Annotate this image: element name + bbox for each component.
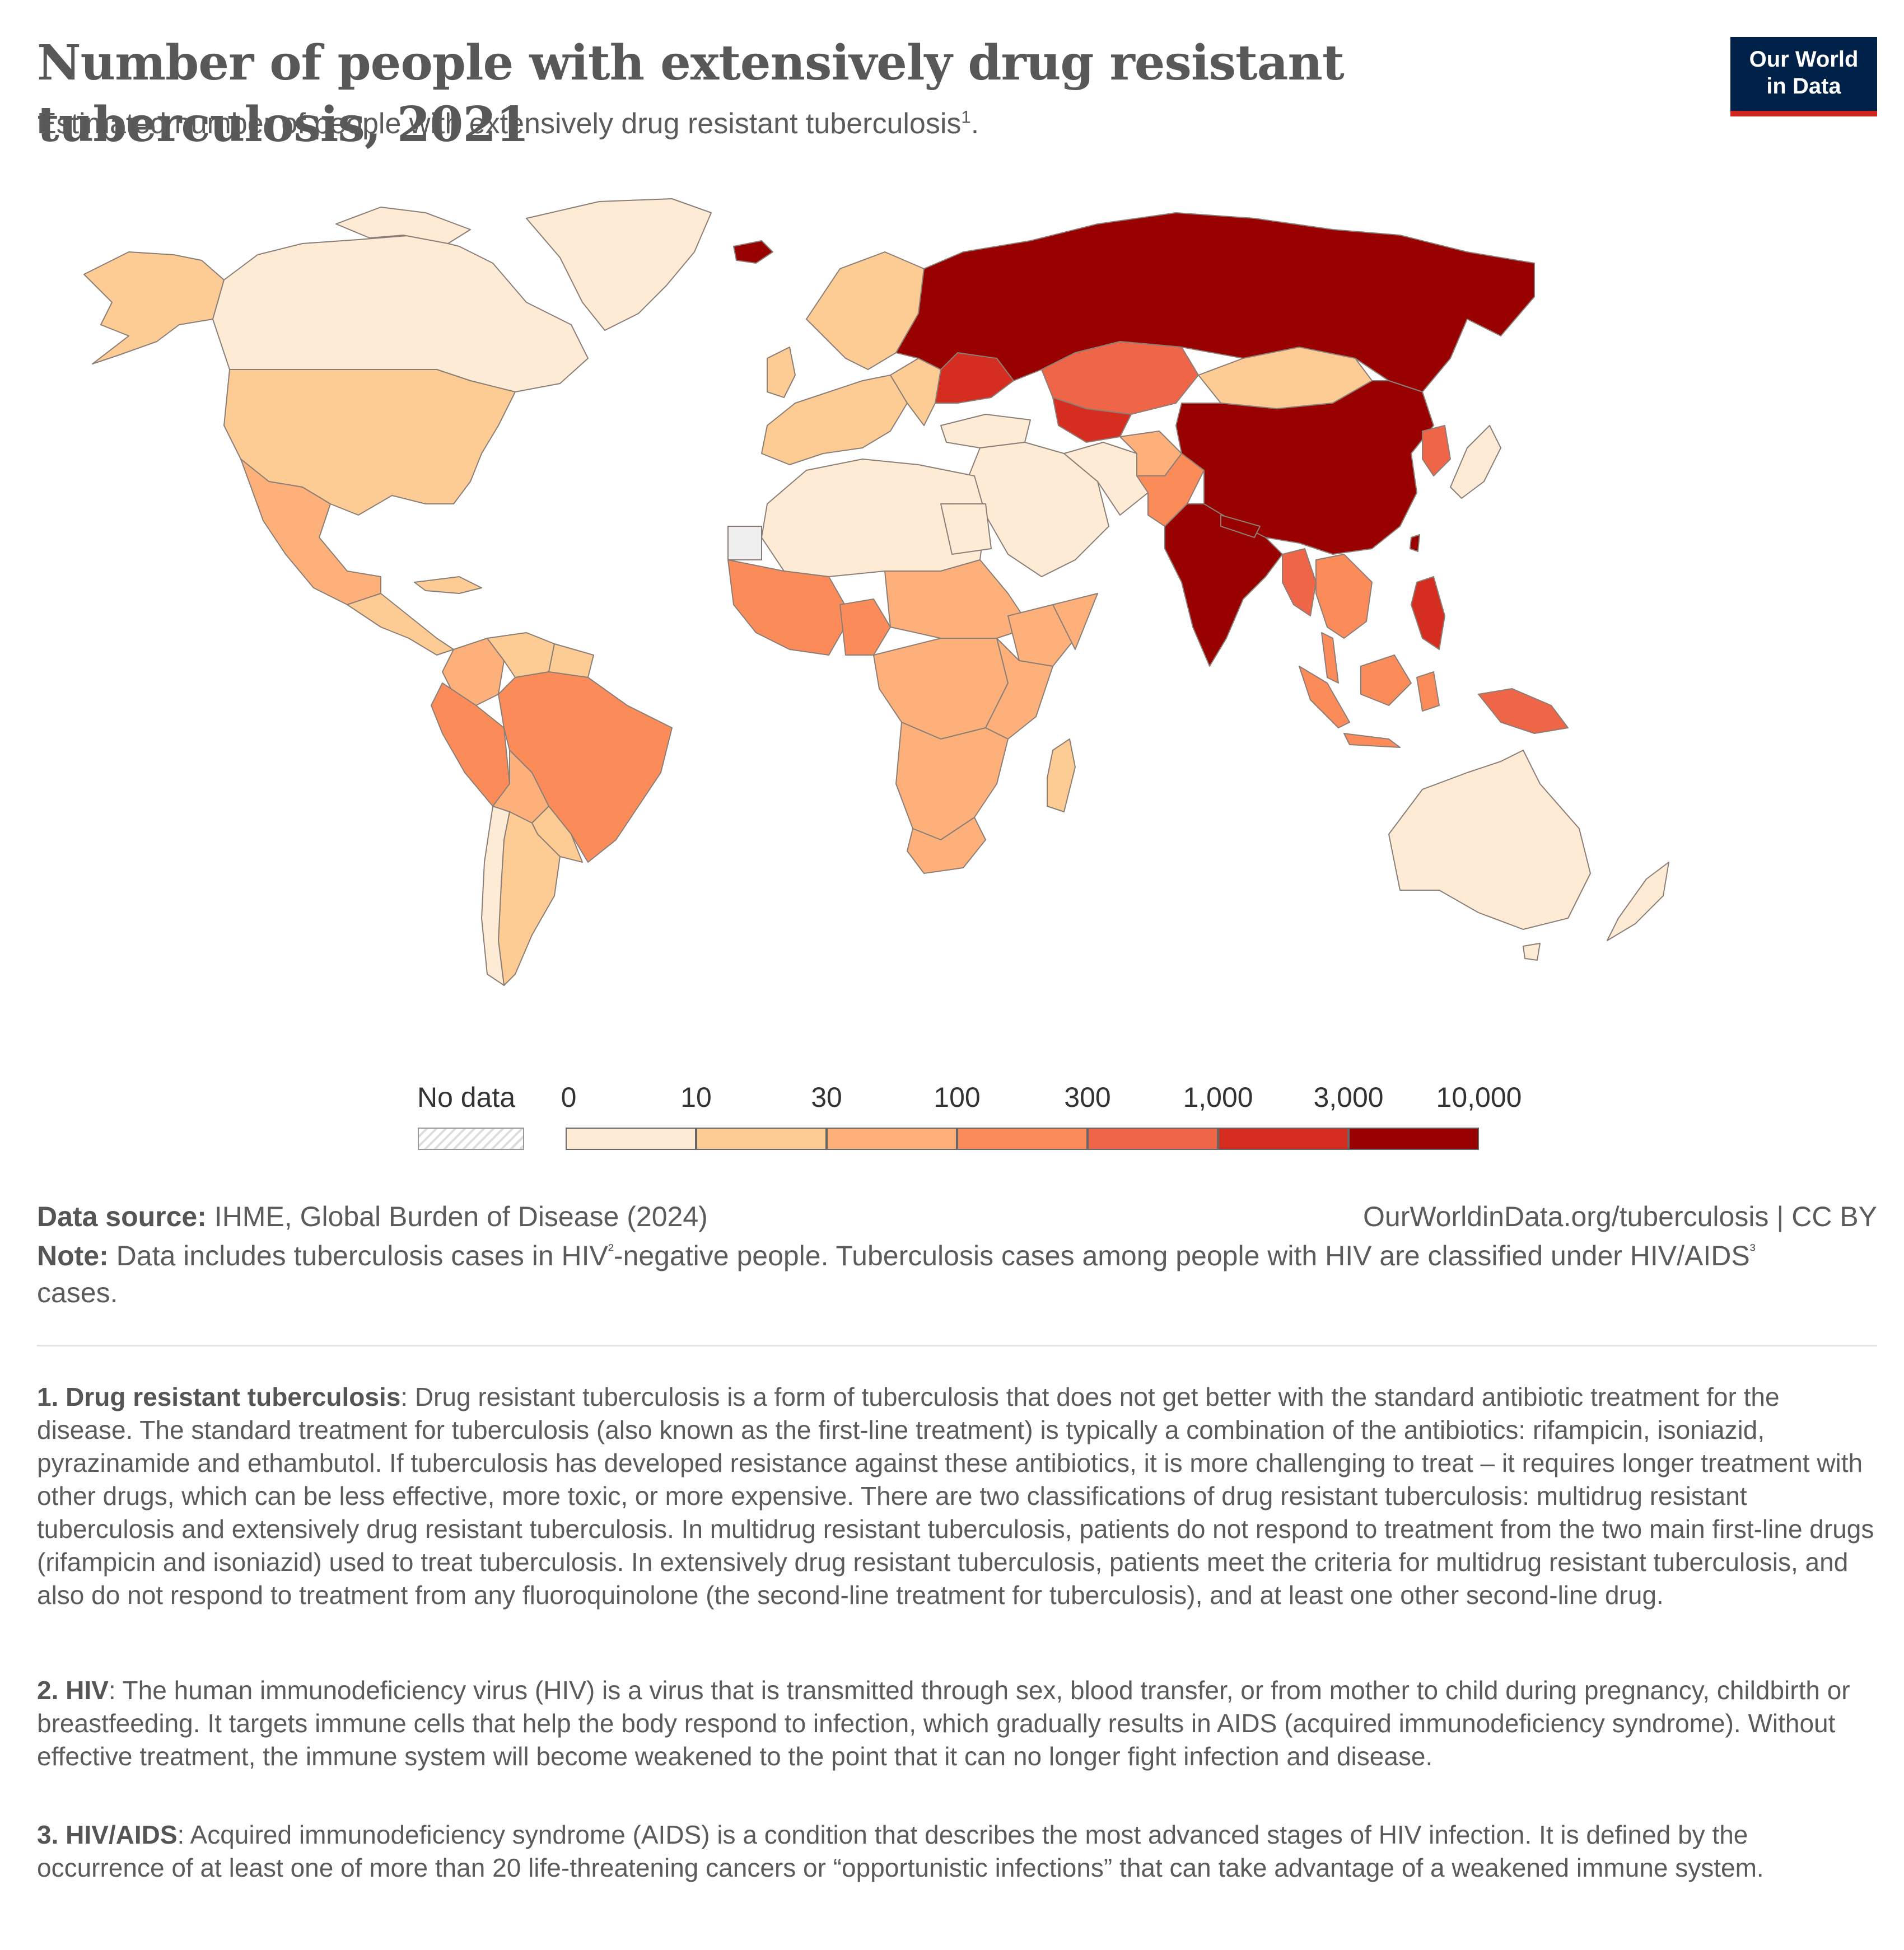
legend-bin-6[interactable] (1348, 1128, 1479, 1150)
region-south-africa[interactable] (907, 817, 986, 874)
footnote-2-text: : The human immunodeficiency virus (HIV)… (37, 1676, 1850, 1771)
owid-logo[interactable]: Our World in Data (1730, 37, 1877, 116)
note-footnote-ref-3[interactable]: ³ (1749, 1241, 1756, 1260)
region-egypt[interactable] (940, 503, 992, 555)
region-greenland[interactable] (526, 198, 712, 331)
region-alaska[interactable] (83, 251, 225, 364)
region-horn[interactable] (1052, 593, 1098, 650)
region-nigeria[interactable] (839, 598, 891, 656)
region-sumatra[interactable] (1299, 666, 1350, 728)
legend-no-data-label: No data (417, 1082, 516, 1113)
region-china[interactable] (1175, 380, 1434, 555)
data-source-text: IHME, Global Burden of Disease (2024) (214, 1201, 708, 1232)
subtitle-footnote-ref[interactable]: 1 (961, 107, 971, 127)
map-regions (83, 198, 1669, 986)
chart-note: Note: Data includes tuberculosis cases i… (37, 1237, 1801, 1311)
subtitle-text: Estimated number of people with extensiv… (37, 107, 962, 140)
footnote-1-label: 1. Drug resistant tuberculosis (37, 1382, 401, 1411)
note-text-3: cases. (37, 1277, 118, 1308)
region-papua[interactable] (1478, 688, 1569, 734)
region-madagascar[interactable] (1047, 738, 1076, 812)
footnote-1: 1. Drug resistant tuberculosis: Drug res… (37, 1381, 1879, 1612)
region-new-zealand[interactable] (1607, 862, 1669, 941)
region-philippines[interactable] (1411, 576, 1445, 650)
legend-bin-1[interactable] (696, 1128, 827, 1150)
legend-bin-5[interactable] (1218, 1128, 1348, 1150)
region-west-africa[interactable] (727, 559, 852, 656)
legend-tick-2: 30 (811, 1082, 842, 1113)
region-canada[interactable] (212, 235, 589, 392)
region-peru[interactable] (431, 682, 510, 807)
logo-line-2: in Data (1766, 74, 1841, 99)
region-java[interactable] (1343, 733, 1401, 748)
region-southern-africa[interactable] (895, 722, 1009, 840)
chart-subtitle: Estimated number of people with extensiv… (37, 104, 979, 143)
region-korea[interactable] (1422, 425, 1451, 476)
legend-tick-0: 0 (561, 1082, 577, 1113)
region-myanmar[interactable] (1282, 548, 1317, 616)
region-nepal[interactable] (1220, 515, 1261, 538)
legend-bin-4[interactable] (1088, 1128, 1218, 1150)
note-text-2: -negative people. Tuberculosis cases amo… (613, 1240, 1750, 1271)
region-tasmania[interactable] (1523, 943, 1541, 961)
region-western-europe[interactable] (761, 375, 908, 465)
footnote-2-label: 2. HIV (37, 1676, 109, 1705)
footnote-1-text: : Drug resistant tuberculosis is a form … (37, 1382, 1874, 1610)
region-east-africa[interactable] (985, 638, 1053, 740)
region-taiwan[interactable] (1410, 534, 1420, 552)
region-australia[interactable] (1388, 750, 1591, 930)
legend-tick-6: 3,000 (1313, 1082, 1384, 1113)
note-label: Note: (37, 1240, 109, 1271)
legend-bin-3[interactable] (957, 1128, 1088, 1150)
region-malay-peninsula[interactable] (1321, 632, 1339, 684)
legend-tick-4: 300 (1064, 1082, 1111, 1113)
legend-tick-5: 1,000 (1183, 1082, 1253, 1113)
region-sulawesi[interactable] (1416, 671, 1440, 712)
legend-bin-0[interactable] (566, 1128, 696, 1150)
source-url[interactable]: OurWorldinData.org/tuberculosis | CC BY (1363, 1201, 1877, 1232)
legend-bin-2[interactable] (827, 1128, 957, 1150)
region-indochina[interactable] (1315, 554, 1373, 639)
map-legend: No data 0 10 30 100 300 1,000 3,000 10,000 (0, 1081, 1904, 1159)
footnote-3-text: : Acquired immunodeficiency syndrome (AI… (37, 1820, 1764, 1882)
data-source-label: Data source: (37, 1201, 207, 1232)
footnote-2: 2. HIV: The human immunodeficiency virus… (37, 1674, 1879, 1773)
region-western-sahara[interactable] (727, 526, 762, 560)
region-ethiopia[interactable] (1007, 604, 1076, 667)
region-iceland[interactable] (733, 240, 773, 264)
data-source: Data source: IHME, Global Burden of Dise… (37, 1198, 708, 1235)
note-text-1: Data includes tuberculosis cases in HIV (116, 1240, 608, 1271)
logo-line-1: Our World (1749, 47, 1859, 72)
region-caribbean[interactable] (414, 576, 482, 594)
note-footnote-ref-2[interactable]: ² (608, 1241, 614, 1260)
region-sahel[interactable] (884, 559, 1031, 639)
region-japan[interactable] (1450, 425, 1501, 499)
legend-tick-1: 10 (680, 1082, 712, 1113)
legend-tick-3: 100 (934, 1082, 981, 1113)
region-mexico[interactable] (240, 459, 381, 605)
region-borneo[interactable] (1360, 654, 1412, 706)
world-map (83, 198, 1669, 986)
region-chile[interactable] (481, 806, 510, 986)
subtitle-end: . (970, 107, 979, 140)
region-uk-ireland[interactable] (767, 347, 796, 398)
footer-divider (37, 1345, 1877, 1346)
region-canada-islands[interactable] (335, 207, 471, 244)
legend-tick-7: 10,000 (1436, 1082, 1522, 1113)
region-central-america[interactable] (347, 593, 454, 656)
footnote-3: 3. HIV/AIDS: Acquired immunodeficiency s… (37, 1818, 1879, 1884)
chart-title: Number of people with extensively drug r… (37, 35, 1345, 153)
footnote-3-label: 3. HIV/AIDS (37, 1820, 178, 1849)
legend-no-data-swatch[interactable] (418, 1128, 524, 1150)
